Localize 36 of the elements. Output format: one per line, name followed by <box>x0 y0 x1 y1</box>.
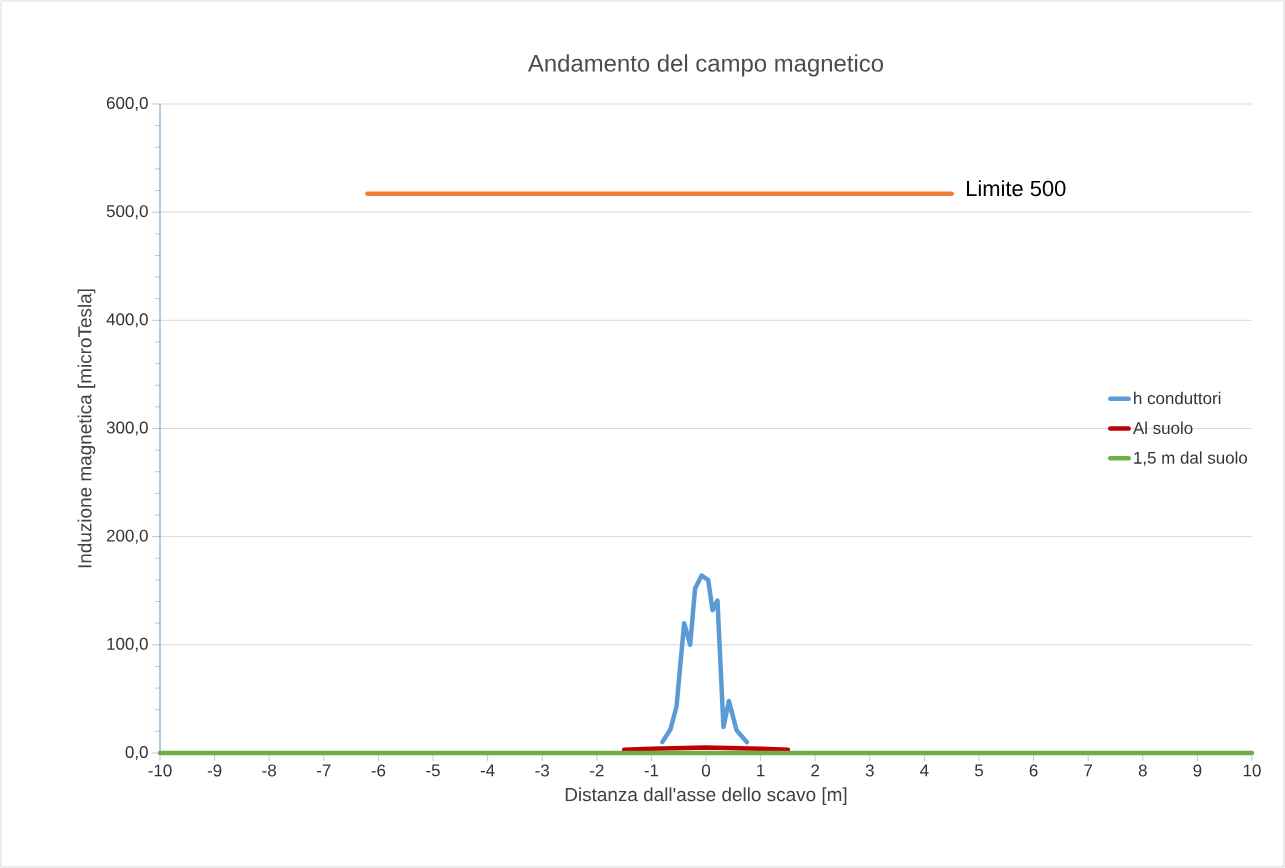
x-tick-label: 8 <box>1138 764 1147 777</box>
y-tick-label: 300,0 <box>106 421 148 436</box>
chart-title: Andamento del campo magnetico <box>527 54 884 77</box>
x-tick-label: 6 <box>1029 764 1038 777</box>
x-tick-label: 10 <box>1243 764 1261 777</box>
x-tick-label: 1 <box>757 764 765 777</box>
x-tick-label: 3 <box>865 764 874 777</box>
x-tick-label: 7 <box>1084 764 1093 777</box>
annotation: Limite 500 <box>967 180 1066 197</box>
x-tick-label: -10 <box>148 764 172 777</box>
x-tick-label: -3 <box>535 764 549 777</box>
x-tick-label: -1 <box>644 764 659 777</box>
x-tick-label: 0 <box>701 764 711 777</box>
line-series <box>660 573 750 745</box>
y-tick-label: 400,0 <box>106 313 148 328</box>
x-tick-label: -8 <box>262 764 276 777</box>
legend-label: Al suolo <box>1132 421 1193 435</box>
y-tick-label: 200,0 <box>106 529 148 544</box>
x-tick-label: 2 <box>811 764 820 777</box>
x-tick-label: -2 <box>590 764 604 777</box>
x-tick-label: 5 <box>974 764 983 777</box>
x-tick-label: -6 <box>371 764 386 777</box>
y-tick-label: 0,0 <box>125 745 148 760</box>
x-tick-label: -5 <box>426 764 440 777</box>
legend-label: 1,5 m dal suolo <box>1134 451 1248 466</box>
y-axis-title: Induzione magnetica [microTesla] <box>77 289 96 568</box>
x-tick-label: -9 <box>207 764 222 777</box>
y-tick-label: 100,0 <box>107 637 148 652</box>
x-tick-label: -4 <box>480 764 495 777</box>
x-tick-label: 9 <box>1193 764 1202 777</box>
x-tick-label: -7 <box>317 764 331 777</box>
x-axis-title: Distanza dall'asse dello scavo [m] <box>565 787 847 805</box>
x-tick-label: 4 <box>920 764 929 777</box>
y-tick-label: 600,0 <box>106 96 148 111</box>
y-tick-label: 500,0 <box>106 205 148 220</box>
legend-label: h conduttori <box>1134 391 1221 405</box>
